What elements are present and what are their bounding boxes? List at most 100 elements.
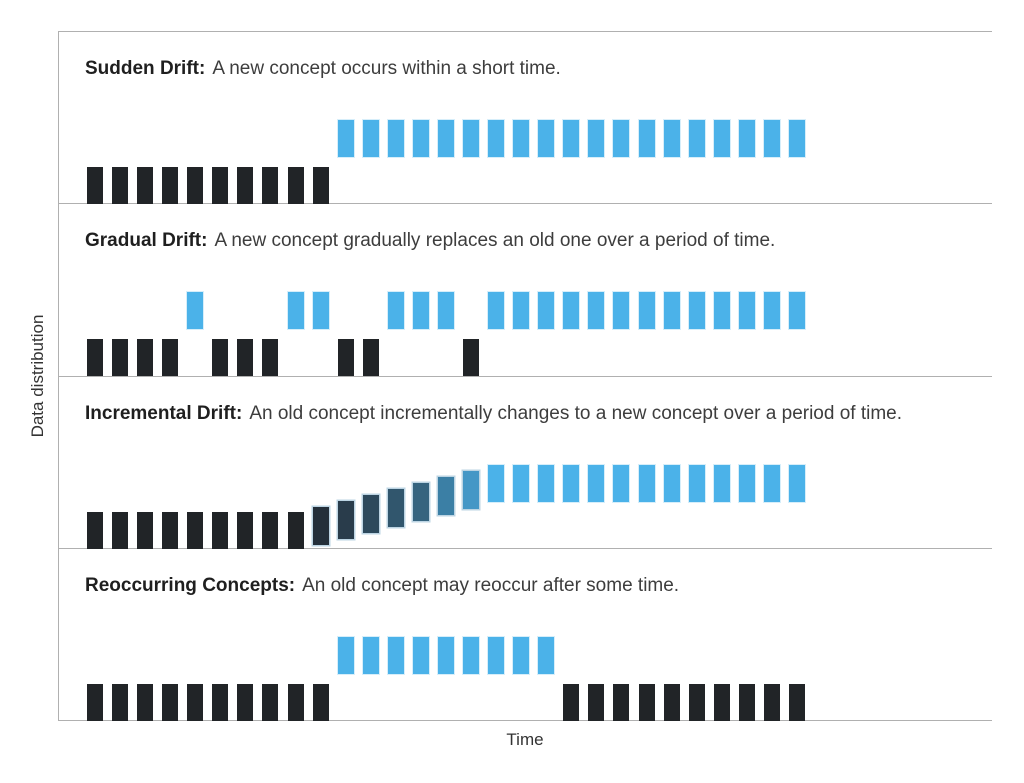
- new-concept-bar: [437, 636, 454, 674]
- old-concept-bar: [87, 167, 103, 204]
- old-concept-bar: [87, 683, 103, 721]
- old-concept-bar: [137, 511, 154, 549]
- new-concept-bar: [563, 292, 580, 330]
- old-concept-bar: [312, 683, 329, 721]
- old-concept-bar: [563, 683, 580, 721]
- new-concept-bar: [588, 120, 605, 157]
- bar-area: [59, 377, 992, 549]
- old-concept-bar: [262, 511, 279, 549]
- new-concept-bar: [513, 636, 530, 674]
- new-concept-bar: [538, 292, 555, 330]
- new-concept-bar: [463, 120, 480, 157]
- new-concept-bar: [763, 292, 780, 330]
- new-concept-bar: [412, 636, 429, 674]
- transition-bar: [337, 500, 354, 539]
- panel-description: An old concept may reoccur after some ti…: [302, 574, 680, 596]
- new-concept-bar: [538, 464, 555, 502]
- new-concept-bar: [538, 636, 555, 674]
- new-concept-bar: [513, 120, 530, 157]
- old-concept-bar: [287, 167, 304, 204]
- new-concept-bar: [412, 120, 429, 157]
- old-concept-bar: [688, 683, 705, 721]
- panel-reoccurring-concepts: Reoccurring Concepts: An old concept may …: [59, 549, 992, 721]
- new-concept-bar: [362, 636, 379, 674]
- new-concept-bar: [387, 636, 404, 674]
- old-concept-bar: [162, 339, 179, 377]
- new-concept-bar: [613, 120, 630, 157]
- transition-bar: [387, 488, 404, 527]
- new-concept-bar: [513, 464, 530, 502]
- new-concept-bar: [663, 292, 680, 330]
- old-concept-bar: [112, 511, 129, 549]
- old-concept-bar: [212, 167, 229, 204]
- new-concept-bar: [488, 292, 505, 330]
- old-concept-bar: [638, 683, 655, 721]
- new-concept-bar: [788, 292, 805, 330]
- old-concept-bar: [262, 339, 279, 377]
- bar-area: [59, 549, 992, 721]
- new-concept-bar: [287, 292, 304, 330]
- old-concept-bar: [162, 167, 179, 204]
- panel-incremental-drift: Incremental Drift: An old concept increme…: [59, 377, 992, 549]
- old-concept-bar: [187, 511, 204, 549]
- old-concept-bar: [137, 167, 154, 204]
- old-concept-bar: [463, 339, 480, 377]
- old-concept-bar: [663, 683, 680, 721]
- old-concept-bar: [112, 683, 129, 721]
- old-concept-bar: [137, 683, 154, 721]
- old-concept-bar: [112, 339, 129, 377]
- new-concept-bar: [713, 464, 730, 502]
- old-concept-bar: [112, 167, 129, 204]
- panel-heading: Gradual Drift: A new concept gradually re…: [85, 228, 775, 254]
- old-concept-bar: [187, 683, 204, 721]
- old-concept-bar: [713, 683, 730, 721]
- new-concept-bar: [688, 120, 705, 157]
- panel-heading: Reoccurring Concepts: An old concept may …: [85, 573, 679, 599]
- old-concept-bar: [212, 683, 229, 721]
- old-concept-bar: [312, 167, 329, 204]
- bar-area: [59, 32, 992, 204]
- new-concept-bar: [738, 120, 755, 157]
- old-concept-bar: [262, 683, 279, 721]
- new-concept-bar: [713, 120, 730, 157]
- new-concept-bar: [588, 292, 605, 330]
- old-concept-bar: [588, 683, 605, 721]
- new-concept-bar: [613, 292, 630, 330]
- new-concept-bar: [488, 636, 505, 674]
- new-concept-bar: [488, 464, 505, 502]
- new-concept-bar: [337, 636, 354, 674]
- new-concept-bar: [763, 464, 780, 502]
- transition-bar: [362, 494, 379, 533]
- old-concept-bar: [162, 683, 179, 721]
- new-concept-bar: [638, 292, 655, 330]
- new-concept-bar: [337, 120, 354, 157]
- y-axis-label: Data distribution: [28, 314, 47, 438]
- panel-heading: Incremental Drift: An old concept increme…: [85, 401, 902, 427]
- transition-bar: [312, 506, 329, 545]
- old-concept-bar: [763, 683, 780, 721]
- new-concept-bar: [638, 464, 655, 502]
- new-concept-bar: [463, 636, 480, 674]
- transition-bar: [463, 470, 480, 509]
- new-concept-bar: [788, 120, 805, 157]
- old-concept-bar: [212, 511, 229, 549]
- panel-title: Incremental Drift:: [85, 402, 243, 424]
- panel-title: Gradual Drift:: [85, 230, 208, 252]
- panel-description: A new concept occurs within a short time…: [212, 58, 561, 79]
- new-concept-bar: [638, 120, 655, 157]
- old-concept-bar: [212, 339, 229, 377]
- panel-sudden-drift: Sudden Drift: A new concept occurs within…: [59, 32, 992, 205]
- panel-description: A new concept gradually replaces an old …: [214, 230, 776, 252]
- new-concept-bar: [788, 464, 805, 502]
- transition-bar: [412, 482, 429, 521]
- new-concept-bar: [663, 464, 680, 502]
- chart-frame: Sudden Drift: A new concept occurs within…: [58, 31, 992, 721]
- new-concept-bar: [588, 464, 605, 502]
- old-concept-bar: [237, 167, 254, 204]
- new-concept-bar: [738, 464, 755, 502]
- x-axis-label: Time: [506, 730, 544, 749]
- old-concept-bar: [162, 511, 179, 549]
- new-concept-bar: [437, 292, 454, 330]
- new-concept-bar: [187, 292, 204, 330]
